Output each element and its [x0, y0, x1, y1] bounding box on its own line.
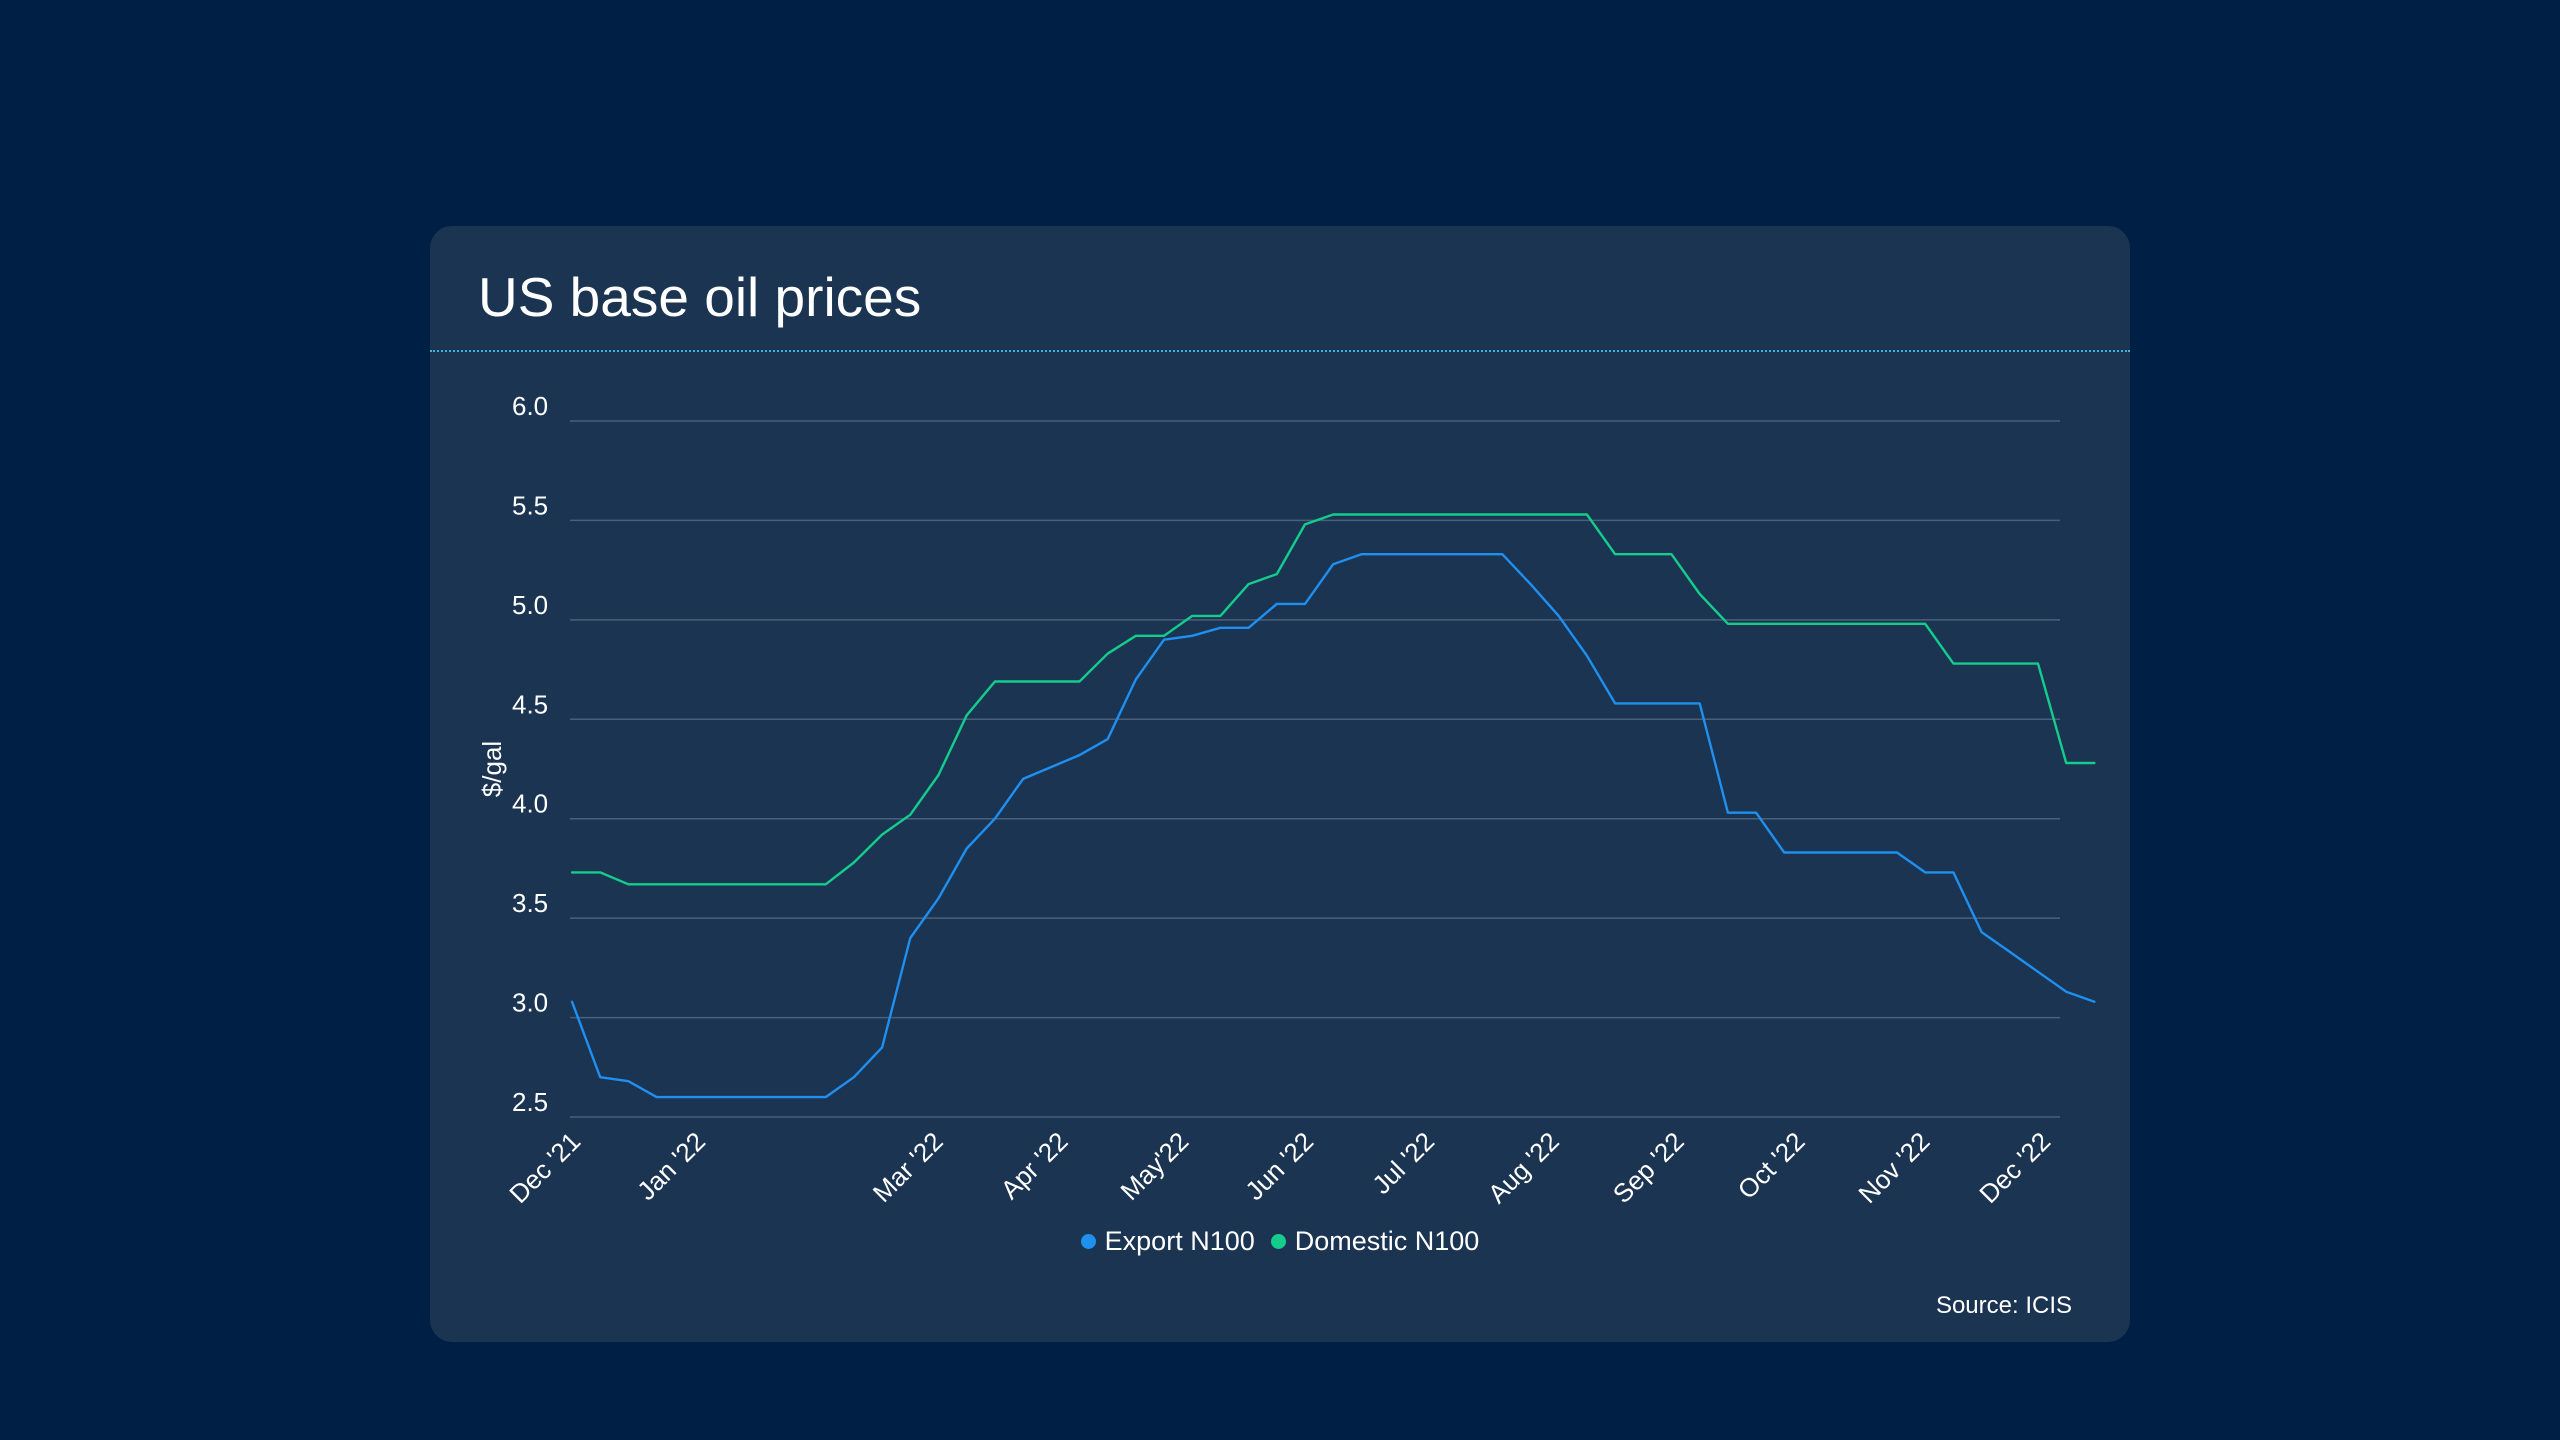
y-tick-label: 3.5	[512, 888, 548, 918]
x-tick-label: May'22	[1114, 1126, 1194, 1206]
y-axis-ticks: 6.0 5.5 5.0 4.5 4.0 3.5 3.0 2.5	[512, 391, 548, 1117]
x-tick-label: Apr '22	[995, 1126, 1074, 1205]
series-line-domestic-n100	[570, 513, 2096, 886]
chart-legend: Export N100 Domestic N100	[430, 1226, 2130, 1257]
x-tick-label: Dec '22	[1973, 1126, 2056, 1209]
y-tick-label: 4.0	[512, 789, 548, 819]
x-tick-label: Jun '22	[1239, 1126, 1319, 1206]
series-lines	[570, 513, 2096, 1099]
x-tick-label: Jul '22	[1366, 1126, 1440, 1200]
y-tick-label: 4.5	[512, 689, 548, 719]
gridlines	[570, 420, 2060, 1118]
x-tick-label: Sep '22	[1607, 1126, 1690, 1209]
source-note: Source: ICIS	[1935, 1292, 2072, 1319]
y-tick-label: 5.5	[512, 490, 548, 520]
y-tick-label: 5.0	[512, 590, 548, 620]
y-tick-label: 3.0	[512, 988, 548, 1018]
title-divider	[430, 350, 2130, 352]
legend-item-domestic: Domestic N100	[1270, 1226, 1480, 1257]
chart-title: US base oil prices	[478, 266, 922, 328]
y-tick-label: 6.0	[512, 391, 548, 421]
legend-marker-domestic	[1270, 1234, 1286, 1249]
x-axis-ticks: Dec '21 Jan '22 Mar '22 Apr '22 May'22 Jun '2…	[503, 1126, 2056, 1209]
y-tick-label: 2.5	[512, 1087, 548, 1117]
legend-marker-export	[1080, 1234, 1096, 1249]
y-axis-label: $/gal	[477, 741, 507, 797]
series-line-export-n100	[570, 553, 2096, 1099]
legend-item-export: Export N100	[1080, 1226, 1255, 1257]
x-tick-label: Nov '22	[1852, 1126, 1935, 1209]
x-tick-label: Aug '22	[1482, 1126, 1565, 1209]
x-tick-label: Dec '21	[503, 1126, 586, 1209]
chart-card: US base oil prices 6.0 5.5 5.0 4.5 4.0 3.5 3.0…	[430, 226, 2130, 1342]
line-chart: 6.0 5.5 5.0 4.5 4.0 3.5 3.0 2.5 Dec '21 Jan '22 M…	[477, 391, 2096, 1209]
x-tick-label: Oct '22	[1732, 1126, 1811, 1205]
legend-label-domestic: Domestic N100	[1294, 1226, 1480, 1256]
x-tick-label: Jan '22	[631, 1126, 711, 1206]
legend-label-export: Export N100	[1104, 1226, 1255, 1256]
x-tick-label: Mar '22	[867, 1126, 949, 1208]
